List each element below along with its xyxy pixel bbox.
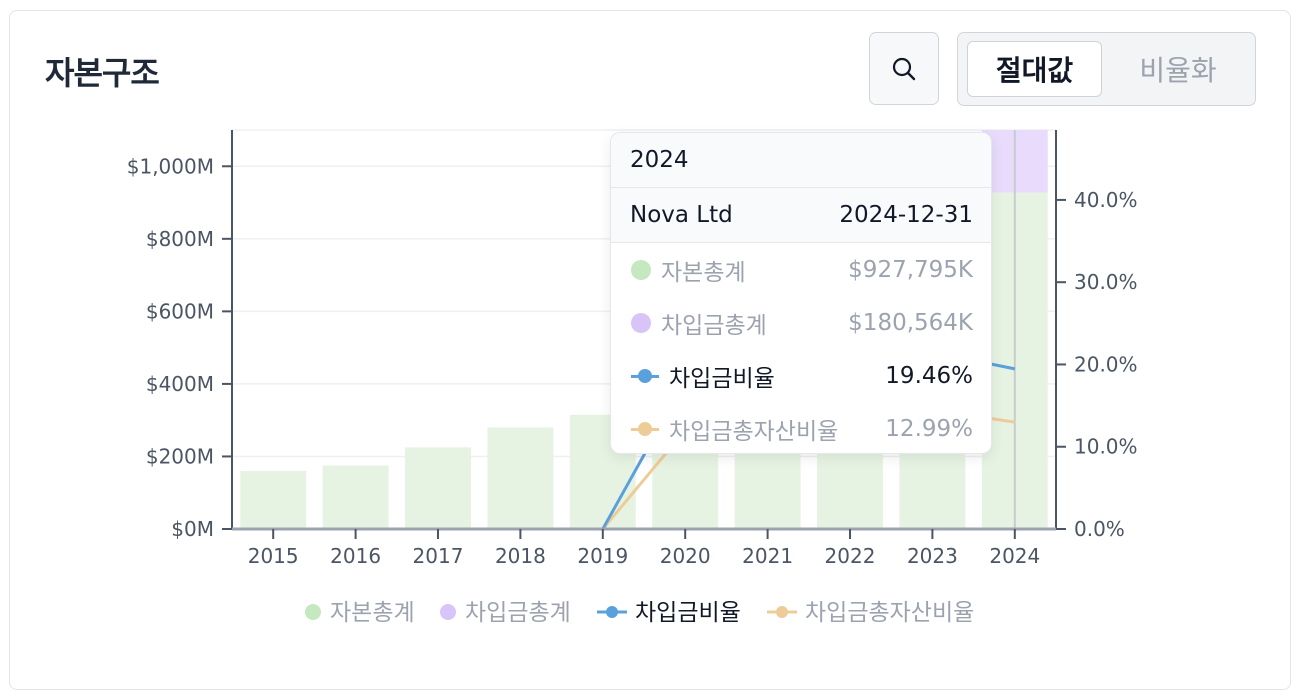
legend-equity-label: 자본총계: [330, 600, 415, 626]
borrowing-ratio-line-icon: [631, 366, 659, 386]
legend-borrowings-icon: [440, 604, 456, 620]
tooltip-value: 19.46%: [885, 362, 973, 389]
tooltip-date: 2024-12-31: [839, 202, 973, 228]
legend-borrowing-ratio-marker: [606, 606, 618, 618]
tooltip-value: 12.99%: [885, 415, 973, 442]
right-axis-tick-label: 10.0%: [1074, 435, 1138, 459]
equity-bar: [322, 465, 389, 529]
left-axis-tick-label: $0M: [171, 517, 214, 541]
tooltip-label: 차입금총자산비율: [669, 418, 839, 445]
equity-bar: [405, 447, 471, 529]
tooltip-row-borrowing-ratio: 차입금비율 19.46%: [611, 349, 991, 402]
legend-borrowing-to-assets-marker: [776, 606, 788, 618]
x-axis-tick-label: 2024: [989, 544, 1040, 568]
view-mode-toggle: 절대값 비율화: [957, 32, 1256, 106]
tooltip-company-row: Nova Ltd 2024-12-31: [611, 188, 991, 243]
equity-marker-icon: [631, 259, 651, 280]
left-axis-tick-label: $1,000M: [127, 154, 214, 178]
tooltip-year: 2024: [611, 133, 991, 188]
card-title: 자본구조: [45, 54, 160, 92]
right-axis-tick-label: 20.0%: [1074, 352, 1138, 376]
right-axis-tick-label: 0.0%: [1074, 517, 1125, 541]
left-axis-tick-label: $800M: [146, 227, 214, 251]
x-axis-tick-label: 2016: [330, 544, 381, 568]
chart-tooltip: 2024 Nova Ltd 2024-12-31 자본총계 $927,795K …: [610, 132, 992, 454]
absolute-value-option[interactable]: 절대값: [967, 41, 1102, 97]
borrowings-marker-icon: [631, 312, 651, 333]
legend-borrowing-ratio-label: 차입금비율: [635, 600, 741, 626]
right-axis-tick-label: 30.0%: [1074, 270, 1138, 294]
tooltip-company: Nova Ltd: [630, 202, 733, 228]
tooltip-label: 자본총계: [661, 259, 746, 286]
legend-borrowings-label: 차입금총계: [465, 600, 571, 626]
search-button[interactable]: [869, 32, 939, 105]
tooltip-label: 차입금총계: [661, 312, 767, 339]
x-axis-tick-label: 2022: [825, 544, 876, 568]
x-axis-tick-label: 2021: [742, 544, 793, 568]
tooltip-row-borrowings: 차입금총계 $180,564K: [611, 296, 991, 349]
tooltip-row-equity: 자본총계 $927,795K: [611, 243, 991, 296]
tooltip-row-borrowing-to-assets: 차입금총자산비율 12.99%: [611, 402, 991, 453]
x-axis-tick-label: 2015: [248, 544, 299, 568]
tooltip-value: $180,564K: [848, 309, 973, 336]
legend-equity-icon: [305, 604, 321, 620]
search-icon: [892, 57, 916, 80]
equity-bar: [487, 427, 554, 529]
x-axis-tick-label: 2017: [413, 544, 464, 568]
x-axis-tick-label: 2018: [495, 544, 546, 568]
tooltip-value: $927,795K: [848, 256, 973, 283]
x-axis-tick-label: 2019: [577, 544, 628, 568]
legend-borrowing-to-assets-label: 차입금총자산비율: [805, 600, 974, 626]
left-axis-tick-label: $600M: [146, 299, 214, 323]
right-axis-tick-label: 40.0%: [1074, 188, 1138, 212]
tooltip-label: 차입금비율: [669, 365, 775, 392]
equity-bar: [240, 470, 307, 529]
ratio-option[interactable]: 비율화: [1139, 54, 1217, 87]
x-axis-tick-label: 2023: [907, 544, 958, 568]
borrowing-to-assets-line-icon: [631, 419, 659, 439]
left-axis-tick-label: $200M: [146, 444, 214, 468]
x-axis-tick-label: 2020: [660, 544, 711, 568]
left-axis-tick-label: $400M: [146, 372, 214, 396]
